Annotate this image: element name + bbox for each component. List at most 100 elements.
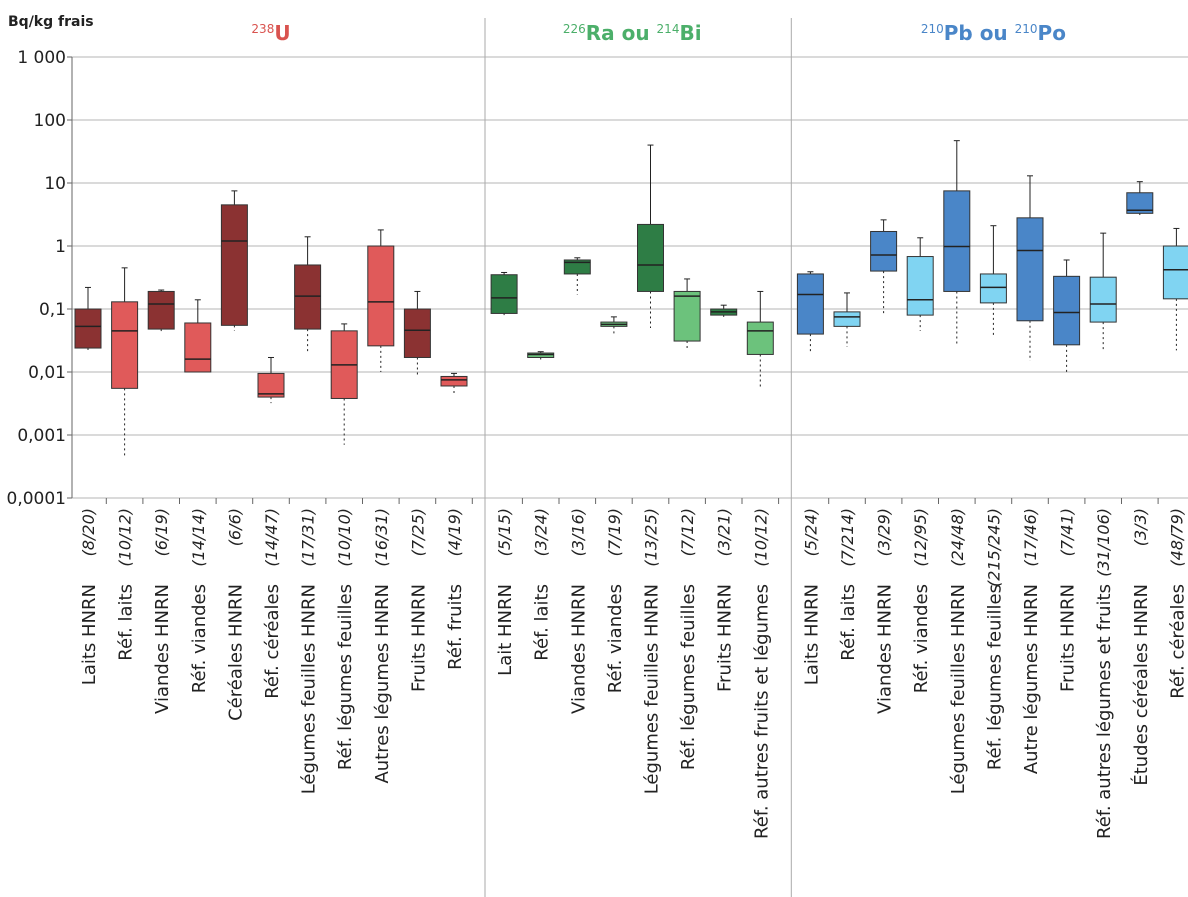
title-superscript: 226 [563, 22, 586, 36]
box [220, 204, 248, 326]
y-tick-label: 0,01 [28, 363, 66, 383]
x-tick-label: Autres légumes HNRN [372, 584, 393, 784]
x-tick-label: Réf. laits [838, 584, 859, 661]
count-label: (24/48) [948, 508, 967, 567]
box [943, 190, 971, 292]
y-tick-label: 0,001 [17, 426, 66, 446]
count-label: (10/10) [335, 508, 354, 567]
box [257, 372, 285, 398]
group-title: 210Pb ou 210Po [921, 21, 1066, 45]
box [294, 264, 322, 330]
x-tick-label: Laits HNRN [801, 584, 822, 685]
box [367, 245, 395, 347]
box [440, 375, 468, 387]
box [746, 321, 774, 355]
y-tick-label: 0,1 [39, 300, 66, 320]
count-label: (3/24) [532, 508, 551, 556]
x-tick-label: Réf. légumes feuilles [335, 584, 356, 770]
y-tick-label: 1 [55, 237, 66, 257]
x-tick-label: Autre légumes HNRN [1021, 584, 1042, 774]
x-tick-label: Viandes HNRN [152, 584, 173, 714]
title-text: Ra ou [586, 21, 657, 45]
box [1053, 275, 1081, 346]
box [403, 308, 431, 358]
x-tick-label: Lait HNRN [495, 584, 516, 676]
box [1016, 217, 1044, 322]
count-label: (3/21) [715, 508, 734, 556]
count-label: (12/95) [911, 508, 930, 567]
x-tick-label: Réf. céréales [262, 584, 283, 699]
count-label: (16/31) [372, 508, 391, 567]
x-tick-label: Céréales HNRN [225, 584, 246, 721]
x-tick-label: Fruits HNRN [715, 584, 736, 692]
count-label: (31/106) [1094, 508, 1113, 577]
x-tick-label: Réf. laits [532, 584, 553, 661]
y-tick-label: 10 [44, 174, 66, 194]
x-tick-label: Réf. autres légumes et fruits [1094, 584, 1115, 839]
count-label: (7/214) [838, 508, 857, 567]
x-tick-label: Réf. viandes [911, 584, 932, 693]
box [673, 290, 701, 342]
title-superscript: 238 [251, 22, 274, 36]
count-label: (6/19) [152, 508, 171, 556]
x-tick-label: Fruits HNRN [408, 584, 429, 692]
box [833, 311, 861, 327]
x-tick-label: Fruits HNRN [1058, 584, 1079, 692]
y-tick-label: 0,0001 [7, 489, 66, 509]
title-text: Bi [679, 21, 701, 45]
count-label: (7/25) [408, 508, 427, 556]
box [74, 308, 102, 349]
y-tick-label: 100 [34, 111, 66, 131]
count-label: (4/19) [445, 508, 464, 556]
box [979, 273, 1007, 304]
box [870, 230, 898, 272]
count-label: (7/19) [605, 508, 624, 556]
box [563, 259, 591, 275]
box [637, 223, 664, 292]
x-tick-label: Réf. autres fruits et légumes [751, 584, 772, 839]
count-label: (17/46) [1021, 508, 1040, 567]
count-label: (3/16) [568, 508, 587, 556]
box [1126, 192, 1154, 214]
x-tick-label: Légumes feuilles HNRN [642, 584, 663, 794]
x-tick-label: Légumes feuilles HNRN [948, 584, 969, 794]
box [1162, 245, 1188, 300]
box [906, 256, 934, 316]
box [527, 352, 555, 358]
y-axis-label: Bq/kg frais [8, 14, 94, 30]
box [1089, 276, 1117, 323]
title-text: U [274, 21, 290, 45]
group-title: 238U [251, 21, 290, 45]
group-title: 226Ra ou 214Bi [563, 21, 702, 45]
title-text: Pb ou [944, 21, 1015, 45]
x-tick-label: Légumes feuilles HNRN [299, 584, 320, 794]
x-tick-label: Réf. légumes feuilles [984, 584, 1005, 770]
x-tick-label: Réf. céréales [1167, 584, 1188, 699]
count-label: (48/79) [1167, 508, 1186, 567]
box [184, 322, 212, 373]
x-tick-label: Études céréales HNRN [1130, 584, 1152, 786]
title-superscript: 210 [921, 22, 944, 36]
count-label: (215/245) [984, 508, 1003, 587]
box [796, 273, 824, 335]
count-label: (7/41) [1058, 508, 1077, 556]
count-label: (8/20) [79, 508, 98, 556]
box [111, 301, 139, 389]
x-tick-label: Réf. viandes [605, 584, 626, 693]
count-label: (5/15) [495, 508, 514, 556]
x-tick-label: Réf. légumes feuilles [678, 584, 699, 770]
title-superscript: 210 [1015, 22, 1038, 36]
count-label: (10/12) [751, 508, 770, 567]
count-label: (10/12) [116, 508, 135, 567]
count-label: (3/29) [875, 508, 894, 556]
count-label: (3/3) [1131, 508, 1150, 546]
count-label: (6/6) [225, 508, 244, 546]
x-tick-label: Laits HNRN [79, 584, 100, 685]
title-text: Po [1038, 21, 1066, 45]
count-label: (17/31) [299, 508, 318, 567]
y-tick-label: 1 000 [17, 48, 66, 68]
box [490, 274, 518, 314]
count-label: (14/14) [189, 508, 208, 567]
x-tick-label: Viandes HNRN [875, 584, 896, 714]
